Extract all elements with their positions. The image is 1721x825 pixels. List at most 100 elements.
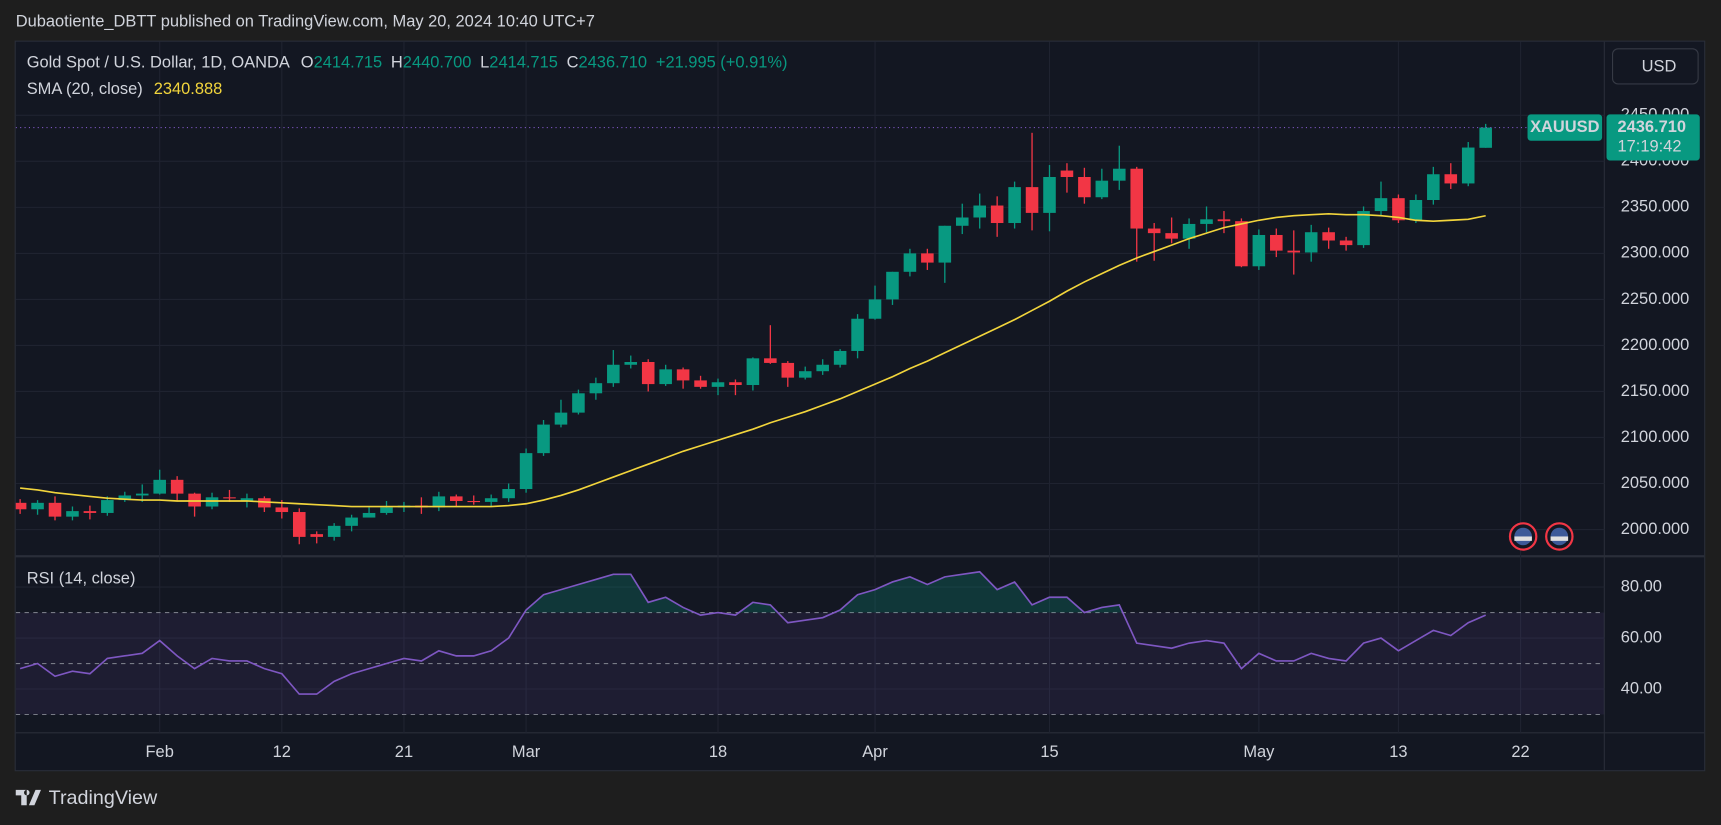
candle-body xyxy=(1339,240,1353,246)
candle-body xyxy=(659,369,672,385)
candle-body xyxy=(362,512,376,518)
candle-body xyxy=(1025,187,1039,213)
symbol-tag xyxy=(1527,114,1603,141)
candle-body xyxy=(345,517,358,526)
candle-body xyxy=(1095,180,1109,198)
candle-body xyxy=(1165,233,1178,239)
candle-body xyxy=(798,371,812,378)
candle-body xyxy=(170,479,184,494)
x-tick-label: 22 xyxy=(1511,743,1529,761)
candle-body xyxy=(1479,127,1492,148)
candle-body xyxy=(537,424,550,454)
candle-body xyxy=(711,382,725,387)
event-flags xyxy=(1508,522,1574,551)
axes: 2000.000 2050.000 2100.000 2150.000 2200.000… xyxy=(146,106,1700,761)
candle-body xyxy=(502,489,515,499)
y-tick-label: 2200.000 xyxy=(1621,336,1690,354)
candle-body xyxy=(1374,198,1388,212)
y-tick-label: 2150.000 xyxy=(1621,382,1690,400)
candle-body xyxy=(1409,200,1423,221)
candle-body xyxy=(1357,211,1370,246)
candle-body xyxy=(83,511,97,513)
candle-body xyxy=(729,382,742,386)
candle-body xyxy=(1130,168,1144,229)
sma-legend: SMA (20, close) 2340.888 xyxy=(27,80,223,98)
candle-body xyxy=(153,479,166,494)
ohlc-value: 2436.710 xyxy=(579,54,648,72)
candle-body xyxy=(223,497,236,499)
publisher-header: Dubaotiente_DBTT published on TradingVie… xyxy=(16,12,595,30)
x-tick-label: Mar xyxy=(512,743,541,761)
candle-body xyxy=(1392,198,1405,221)
candle-body xyxy=(31,502,44,510)
candle-body xyxy=(1235,221,1248,267)
y-tick-label: 2250.000 xyxy=(1621,290,1690,308)
x-tick-label: 18 xyxy=(709,743,727,761)
rsi-line xyxy=(19,570,1487,695)
candle-body xyxy=(118,495,132,501)
candle-body xyxy=(781,362,795,378)
candle-body xyxy=(833,350,847,365)
symbol-legend: Gold Spot / U.S. Dollar, 1D, OANDA O2414.… xyxy=(27,54,788,72)
candle-body xyxy=(484,498,498,502)
ohlc-key: H xyxy=(391,54,403,72)
x-tick-label: Feb xyxy=(146,743,174,761)
candle-body xyxy=(1270,234,1283,251)
currency-label[interactable]: USD xyxy=(1642,57,1677,75)
ohlc-value: 2414.715 xyxy=(314,54,383,72)
candle-body xyxy=(624,362,638,365)
x-tick-label: 13 xyxy=(1389,743,1407,761)
candle-body xyxy=(903,253,917,272)
candle-body xyxy=(1322,232,1335,241)
x-tick-label: 12 xyxy=(273,743,291,761)
candle-body xyxy=(205,497,219,507)
candle-body xyxy=(973,205,986,218)
sma-value: 2340.888 xyxy=(154,80,223,98)
currency-button[interactable] xyxy=(1611,48,1699,85)
candle-body xyxy=(15,502,27,510)
sma-name: SMA (20, close) xyxy=(27,80,143,98)
candle-body xyxy=(327,525,341,537)
candle-body xyxy=(955,217,969,226)
ohlc-value: 2440.700 xyxy=(403,54,472,72)
candle-body xyxy=(1427,174,1440,201)
x-tick-label: Apr xyxy=(862,743,888,761)
price-tag xyxy=(1606,114,1700,161)
candle-body xyxy=(589,383,603,394)
candle-body xyxy=(310,534,323,537)
candle-body xyxy=(676,369,690,381)
candle-body xyxy=(66,511,79,517)
y-tick-label: 2100.000 xyxy=(1621,428,1690,446)
candle-body xyxy=(641,362,655,385)
candle-body xyxy=(101,500,114,513)
candle-body xyxy=(990,205,1004,224)
sma-line xyxy=(20,212,1486,508)
change-value: +21.995 (+0.91%) xyxy=(656,54,788,72)
candle-body xyxy=(1078,176,1091,198)
candle-body xyxy=(1304,232,1318,253)
candle-body xyxy=(240,498,254,501)
y-tick-label: 2300.000 xyxy=(1621,244,1690,262)
ohlc-key: C xyxy=(567,54,579,72)
rsi-legend: RSI (14, close) xyxy=(27,570,136,588)
price-pane xyxy=(15,123,1605,545)
y-tick-label: 60.00 xyxy=(1621,628,1662,646)
candle-body xyxy=(694,380,707,387)
chart-frame xyxy=(14,40,1706,772)
candle-body xyxy=(1113,168,1126,181)
candle-body xyxy=(764,358,777,363)
rsi-pane xyxy=(15,570,1605,716)
candle-body xyxy=(1461,147,1475,184)
candle-body xyxy=(554,412,568,425)
candle-body xyxy=(432,496,446,508)
candle-body xyxy=(938,225,952,263)
x-tick-label: 15 xyxy=(1040,743,1058,761)
candle-body xyxy=(1287,250,1301,253)
candle-body xyxy=(816,364,829,372)
price-tag-label: 2436.710 xyxy=(1617,118,1686,136)
candle-body xyxy=(572,393,585,413)
candle-body xyxy=(1008,187,1021,224)
candle-body xyxy=(921,253,934,263)
candle-body xyxy=(292,512,306,537)
footer-brand: TradingView xyxy=(49,787,158,809)
